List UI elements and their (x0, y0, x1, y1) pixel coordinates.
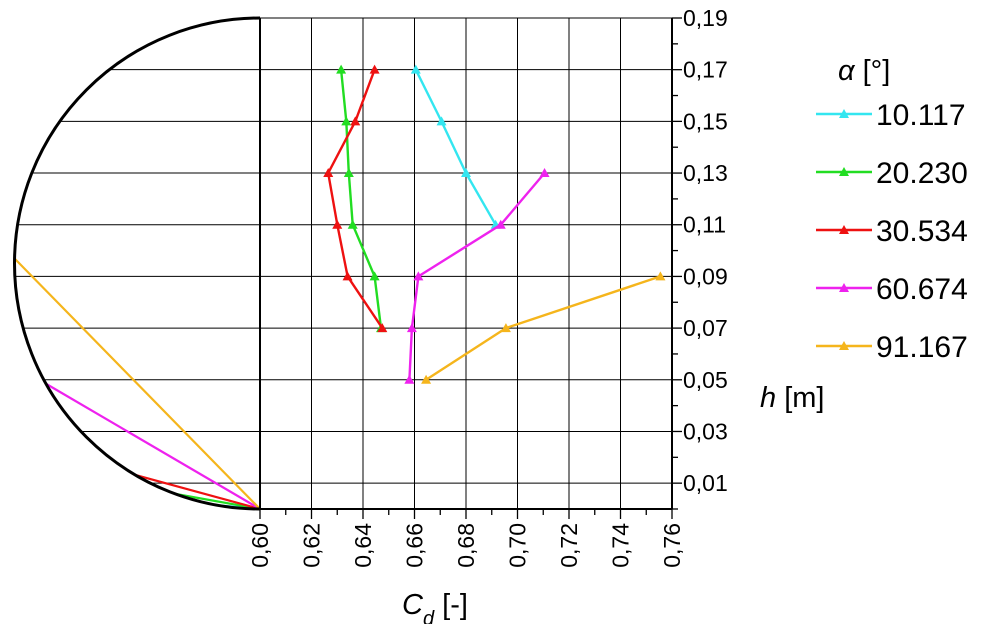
data-point-marker (404, 374, 415, 384)
plot-grid (259, 17, 682, 519)
x-tick-label: 0,74 (608, 523, 634, 568)
series-line (414, 69, 497, 226)
legend-item: 30.534 (816, 215, 968, 248)
data-point-marker (839, 109, 849, 118)
schematic-angle-ray (134, 473, 261, 511)
series-30-534 (323, 64, 388, 333)
x-tick-labels: 0,60 0,62 0,64 0,66 0,68 0,70 0,72 0,74 0,76 (247, 523, 685, 568)
legend-item: 20.230 (816, 157, 968, 190)
x-tick-label: 0,64 (350, 523, 376, 568)
data-point-marker (500, 323, 511, 333)
data-point-marker (410, 64, 421, 74)
y-tick-label: 0,01 (683, 470, 728, 496)
y-axis-title-unit: [m] (776, 382, 824, 414)
x-tick-label: 0,62 (299, 523, 325, 568)
x-axis-title: Cd [-] (402, 589, 468, 624)
data-point-marker (377, 323, 388, 333)
series-10-117 (410, 64, 501, 229)
x-tick-label: 0,66 (402, 523, 428, 568)
legend-item: 91.167 (816, 331, 968, 364)
legend-label: 60.674 (876, 273, 968, 306)
legend-item: 60.674 (816, 273, 968, 306)
data-point-marker (347, 219, 358, 229)
plot-series (323, 64, 666, 384)
series-91-167 (421, 271, 666, 384)
y-tick-label: 0,03 (683, 418, 728, 444)
schematic-angle-ray (13, 257, 261, 510)
data-point-marker (342, 271, 353, 281)
data-point-marker (421, 374, 432, 384)
x-tick-label: 0,70 (505, 523, 531, 568)
data-point-marker (495, 219, 506, 229)
legend-label: 91.167 (876, 331, 968, 364)
y-tick-label: 0,19 (683, 5, 728, 31)
data-point-marker (406, 323, 417, 333)
data-point-marker (369, 64, 380, 74)
data-point-marker (839, 225, 849, 234)
legend-label: 30.534 (876, 215, 968, 248)
data-point-marker (461, 168, 471, 178)
series-line (339, 69, 383, 329)
y-tick-labels: 0,01 0,03 0,05 0,07 0,09 0,11 0,13 0,15 0,17 0,19 (683, 5, 728, 496)
legend-label: 20.230 (876, 157, 968, 190)
data-point-marker (343, 168, 354, 178)
data-point-marker (655, 271, 666, 281)
x-tick-label: 0,76 (659, 523, 685, 568)
y-tick-label: 0,05 (683, 367, 728, 393)
data-point-marker (839, 283, 849, 292)
x-tick-label: 0,72 (556, 523, 582, 568)
data-point-marker (539, 168, 550, 178)
legend-item: 10.117 (816, 99, 966, 132)
data-point-marker (336, 64, 347, 74)
y-tick-label: 0,13 (683, 160, 728, 186)
data-point-marker (839, 341, 849, 350)
legend-title-symbol: α (838, 55, 856, 87)
sector-schematic (13, 16, 261, 511)
data-point-marker (369, 271, 380, 281)
data-point-marker (413, 271, 424, 281)
legend: 10.117 20.230 30.534 60.674 91.167 (816, 99, 968, 364)
legend-label: 10.117 (876, 99, 966, 132)
schematic-angle-ray (45, 382, 261, 510)
legend-title: α [°] (838, 55, 890, 87)
x-tick-label: 0,68 (453, 523, 479, 568)
x-axis-title-subscript: d (423, 608, 435, 624)
data-point-marker (341, 116, 352, 126)
y-axis-title: h [m] (760, 382, 824, 414)
y-tick-label: 0,09 (683, 263, 728, 289)
y-tick-label: 0,07 (683, 315, 728, 341)
y-tick-label: 0,15 (683, 108, 728, 134)
x-axis-title-symbol: C (402, 589, 424, 621)
data-point-marker (332, 219, 343, 229)
data-point-marker (436, 116, 447, 126)
schematic-arc (13, 16, 261, 511)
schematic-angle-ray (174, 492, 261, 511)
x-axis-title-unit: [-] (434, 589, 468, 621)
data-point-marker (323, 168, 334, 178)
y-tick-label: 0,17 (683, 57, 728, 83)
data-point-marker (839, 167, 849, 176)
legend-title-unit: [°] (855, 55, 891, 87)
series-line (327, 69, 384, 329)
series-60-674 (404, 168, 550, 384)
y-axis-title-symbol: h (760, 382, 776, 414)
y-tick-label: 0,11 (683, 212, 726, 238)
x-tick-label: 0,60 (247, 523, 273, 568)
data-point-marker (350, 116, 361, 126)
